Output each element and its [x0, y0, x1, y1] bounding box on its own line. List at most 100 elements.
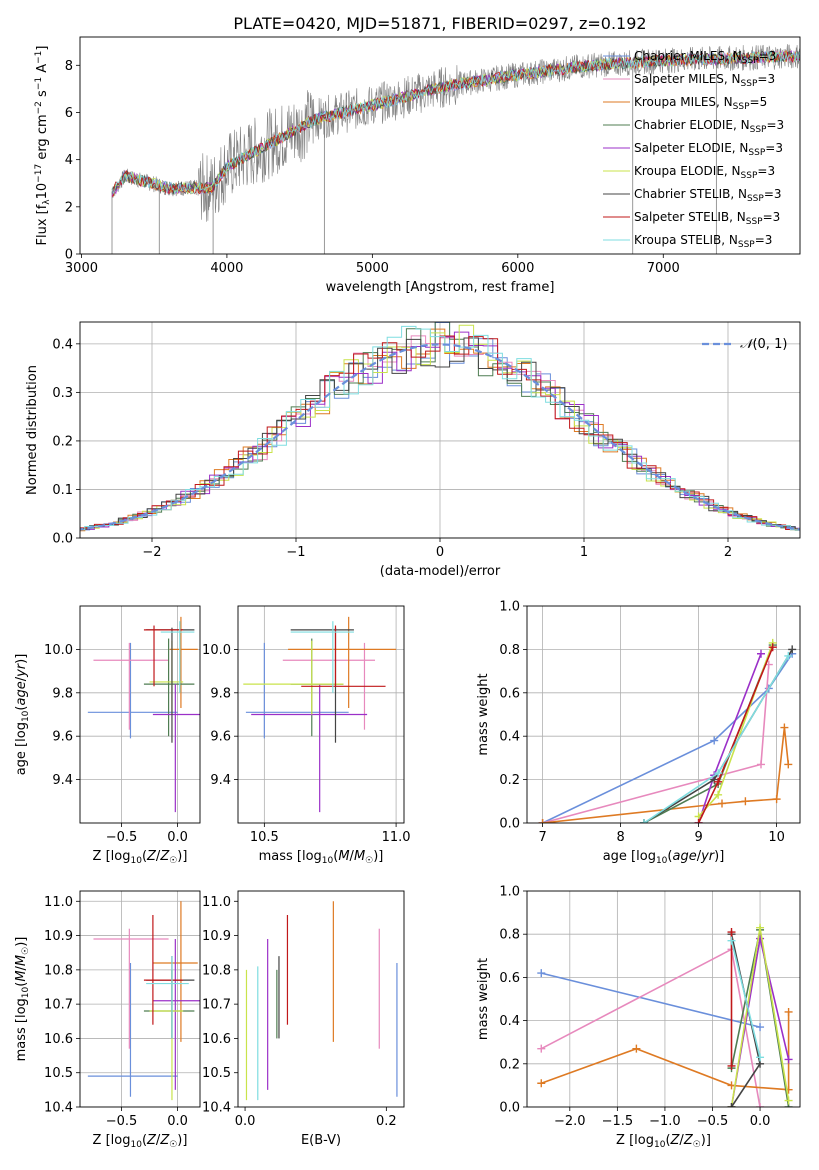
marker-salpeter_stelib — [727, 1061, 736, 1070]
y-tick-label: 0.1 — [52, 483, 73, 498]
y-tick-label: 9.6 — [210, 730, 231, 745]
x-tick-label: 7 — [538, 830, 546, 845]
marker-salpeter_elodie — [757, 649, 765, 658]
point-kroupa_stelib — [146, 956, 189, 1039]
y-tick-label: 2 — [65, 200, 73, 215]
x-tick-label: −0.5 — [697, 1114, 729, 1129]
plot-area — [80, 891, 200, 1107]
y-tick-label: 0.2 — [499, 1057, 520, 1072]
marker-kroupa_stelib — [714, 769, 723, 778]
axes-frame — [79, 321, 801, 539]
plot-area — [527, 891, 800, 1107]
point-salpeter_elodie — [152, 684, 200, 813]
axes-frame — [237, 605, 405, 824]
y-tick-label: 9.6 — [52, 730, 73, 745]
x-tick-label: 3000 — [65, 261, 98, 276]
y-tick-label: 0.4 — [499, 1014, 520, 1029]
x-tick-label: −1.0 — [649, 1114, 681, 1129]
y-tick-label: 1.0 — [499, 885, 520, 900]
legend-entry: Chabrier ELODIE, NSSP=3 — [634, 118, 784, 135]
point-chabrier_elodie — [143, 638, 195, 737]
point-salpeter_elodie — [152, 939, 200, 1090]
chart-residuals: −2 −1 0 1 2 0.0 0.1 0.2 0.3 0.4 𝒩(0, 1) (data-model… — [25, 321, 801, 579]
y-axis-label: mass weight — [476, 673, 491, 755]
y-tick-label: 11.0 — [44, 895, 73, 910]
y-tick-label: 9.8 — [210, 686, 231, 701]
x-tick-label: 10.5 — [250, 830, 279, 845]
line-kroupa_miles — [542, 727, 790, 823]
legend-entry: Kroupa ELODIE, NSSP=3 — [634, 164, 775, 181]
marker-kroupa_miles — [780, 723, 789, 732]
y-tick-label: 0.0 — [52, 532, 73, 547]
y-tick-label: 10.9 — [44, 929, 73, 944]
chart-massweight_vs_Z: −2.0 −1.5 −1.0 −0.5 0.0 0.0 0.2 0.4 0.6 0.8 1.0 Z [… — [476, 885, 801, 1150]
x-tick-label: 10 — [768, 830, 785, 845]
line-salpeter_elodie — [697, 653, 762, 823]
x-tick-label: −2.0 — [554, 1114, 586, 1129]
axes-frame — [526, 605, 801, 824]
point-salpeter_elodie — [251, 684, 368, 813]
line-chabrier_miles — [541, 972, 761, 1028]
point-chabrier_miles — [87, 642, 178, 739]
point-salpeter_stelib — [301, 625, 386, 687]
marker-kroupa_elodie — [714, 790, 723, 799]
y-axis-label: Flux [fλ10−17 erg cm−2 s−1 A−1] — [34, 46, 52, 246]
y-axis-label: mass weight — [476, 958, 491, 1040]
x-tick-label: 6000 — [501, 261, 534, 276]
y-tick-label: 0.0 — [499, 1101, 520, 1116]
legend-entry: Kroupa MILES, NSSP=5 — [634, 95, 767, 112]
x-tick-label: 0.0 — [167, 1114, 188, 1129]
marker-kroupa_miles — [784, 1007, 793, 1016]
x-axis-label: age [log10(age/yr)] — [603, 849, 725, 866]
y-tick-label: 11.0 — [202, 895, 231, 910]
y-tick-label: 0.3 — [52, 386, 73, 401]
y-tick-label: 4 — [65, 153, 73, 168]
x-axis-label: Z [log10(Z/Z☉)] — [93, 849, 188, 866]
normal-curve — [80, 343, 800, 531]
y-tick-label: 10.5 — [202, 1066, 231, 1081]
point-kroupa_elodie — [243, 640, 344, 715]
chart-age_vs_Z: −0.5 0.0 9.4 9.6 9.8 10.0 Z [log10(Z/Z☉)] age [… — [14, 605, 201, 866]
marker-kroupa_miles — [741, 797, 750, 806]
marker-kroupa_elodie — [756, 923, 765, 932]
y-axis-label: mass [log10(M/M☉)] — [14, 937, 31, 1062]
x-tick-label: 0.0 — [167, 830, 188, 845]
marker-kroupa_miles — [772, 795, 781, 804]
point-kroupa_stelib — [160, 621, 195, 693]
plot-area — [111, 44, 800, 254]
line-chabrier_miles — [542, 653, 793, 823]
marker-kroupa_miles — [538, 819, 547, 823]
x-tick-label: 4000 — [210, 261, 243, 276]
y-tick-label: 10.4 — [44, 1101, 73, 1116]
marker-salpeter_stelib — [694, 819, 703, 823]
x-axis-label: wavelength [Angstrom, rest frame] — [326, 280, 555, 295]
y-tick-label: 1.0 — [499, 600, 520, 615]
point-chabrier_miles — [87, 963, 178, 1097]
axes-frame — [79, 890, 201, 1108]
legend-entry: Kroupa STELIB, NSSP=3 — [634, 233, 772, 250]
marker-chabrier_stelib — [727, 1103, 736, 1107]
chart-mass_vs_ebv: 0.0 0.2 10.4 10.5 10.6 10.7 10.8 10.9 11.0 E(B-V) — [202, 890, 405, 1148]
point-kroupa_elodie — [149, 969, 184, 1101]
x-tick-label: −1 — [286, 545, 305, 560]
axes-frame — [79, 605, 201, 824]
y-tick-label: 10.0 — [44, 643, 73, 658]
marker-kroupa_stelib — [640, 819, 648, 823]
marker-kroupa_miles — [632, 1044, 641, 1053]
marker-salpeter_miles — [756, 1103, 765, 1107]
y-tick-label: 0.8 — [499, 643, 520, 658]
point-kroupa_miles — [169, 616, 198, 708]
x-tick-label: 0.0 — [750, 1114, 771, 1129]
marker-salpeter_miles — [537, 1044, 546, 1053]
marker-kroupa_stelib — [784, 651, 793, 660]
marker-chabrier_miles — [710, 736, 719, 745]
y-tick-label: 10.7 — [202, 998, 231, 1013]
marker-kroupa_miles — [537, 1079, 546, 1088]
y-tick-label: 0 — [65, 248, 73, 263]
model-line-chabrier_stelib — [111, 50, 800, 195]
y-tick-label: 10.5 — [44, 1066, 73, 1081]
x-tick-label: 2 — [724, 545, 732, 560]
plot-area — [527, 606, 800, 823]
y-tick-label: 0.4 — [52, 337, 73, 352]
chart-mass_vs_Z: −0.5 0.0 10.4 10.5 10.6 10.7 10.8 10.9 11.0 Z [lo… — [14, 890, 201, 1150]
